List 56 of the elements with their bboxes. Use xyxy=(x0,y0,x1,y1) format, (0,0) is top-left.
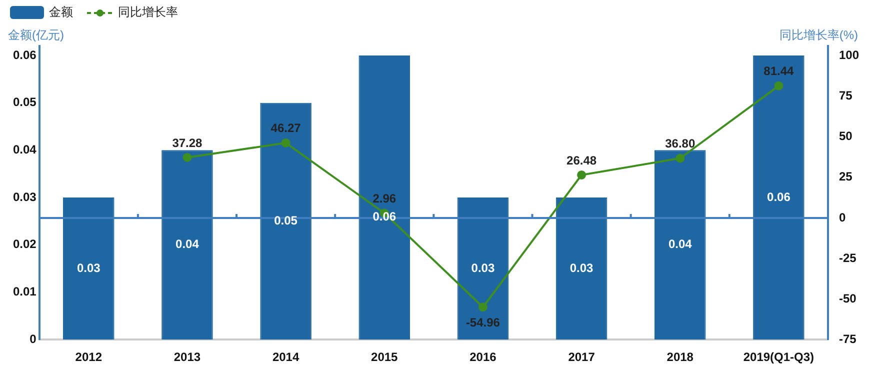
y-tick-label: 0.01 xyxy=(12,284,37,299)
y2-axis-title: 同比增长率(%) xyxy=(779,27,858,44)
data-label: 81.44 xyxy=(764,64,794,78)
legend-label: 金额 xyxy=(49,4,73,21)
data-label: 0.06 xyxy=(767,190,791,204)
y2-tick-label: 0 xyxy=(838,210,846,224)
y-tick-label: 0.03 xyxy=(12,190,37,204)
data-label: 0.03 xyxy=(471,260,495,275)
y2-tick-label: 50 xyxy=(838,129,853,144)
y-tick-label: 0.04 xyxy=(12,142,37,156)
point xyxy=(676,154,685,163)
bar xyxy=(260,102,312,340)
x-tick-label: 2018 xyxy=(666,350,694,364)
x-tick-label: 2014 xyxy=(272,350,300,364)
bar xyxy=(358,55,410,340)
legend-label: 同比增长率 xyxy=(118,4,178,21)
bar xyxy=(556,198,608,340)
x-tick-label: 2017 xyxy=(568,350,596,364)
data-label: 0.04 xyxy=(668,237,692,252)
x-tick-label: 2019(Q1-Q3) xyxy=(743,350,814,364)
y-tick-label: 0.05 xyxy=(12,95,37,110)
point xyxy=(478,302,488,312)
bar xyxy=(753,55,804,340)
y2-tick-label: 75 xyxy=(838,88,853,103)
bar xyxy=(654,150,706,340)
data-label: 2.96 xyxy=(372,191,396,206)
bar xyxy=(162,150,213,340)
bar xyxy=(457,198,509,340)
y-tick-label: 0 xyxy=(30,332,37,346)
data-label: 37.28 xyxy=(172,136,203,150)
x-tick-label: 2015 xyxy=(371,350,398,364)
y-tick-label: 0.02 xyxy=(12,237,37,252)
y2-tick-label: -75 xyxy=(838,332,857,346)
data-label: 0.03 xyxy=(76,260,101,275)
data-label: 0.03 xyxy=(570,260,594,275)
data-label: 0.04 xyxy=(176,237,200,252)
point xyxy=(182,152,192,162)
data-label: 0.06 xyxy=(372,209,396,224)
y-tick-label: 0.06 xyxy=(12,48,37,62)
x-tick-label: 2016 xyxy=(470,350,497,364)
point xyxy=(281,138,290,148)
point xyxy=(577,170,586,180)
data-label: 0.05 xyxy=(274,214,298,228)
y2-tick-label: -50 xyxy=(838,291,857,306)
y2-tick-label: -25 xyxy=(838,250,857,265)
point xyxy=(774,81,784,90)
bar xyxy=(63,198,114,340)
data-label: -54.96 xyxy=(466,315,500,330)
y-axis-title: 金额(亿元) xyxy=(8,27,64,44)
data-label: 36.80 xyxy=(665,136,696,151)
x-tick-label: 2013 xyxy=(174,350,201,364)
data-label: 26.48 xyxy=(566,153,597,168)
y2-tick-label: 25 xyxy=(838,170,853,184)
x-tick-label: 2012 xyxy=(75,350,102,364)
data-label: 46.27 xyxy=(270,121,302,136)
y2-tick-label: 100 xyxy=(838,48,860,62)
